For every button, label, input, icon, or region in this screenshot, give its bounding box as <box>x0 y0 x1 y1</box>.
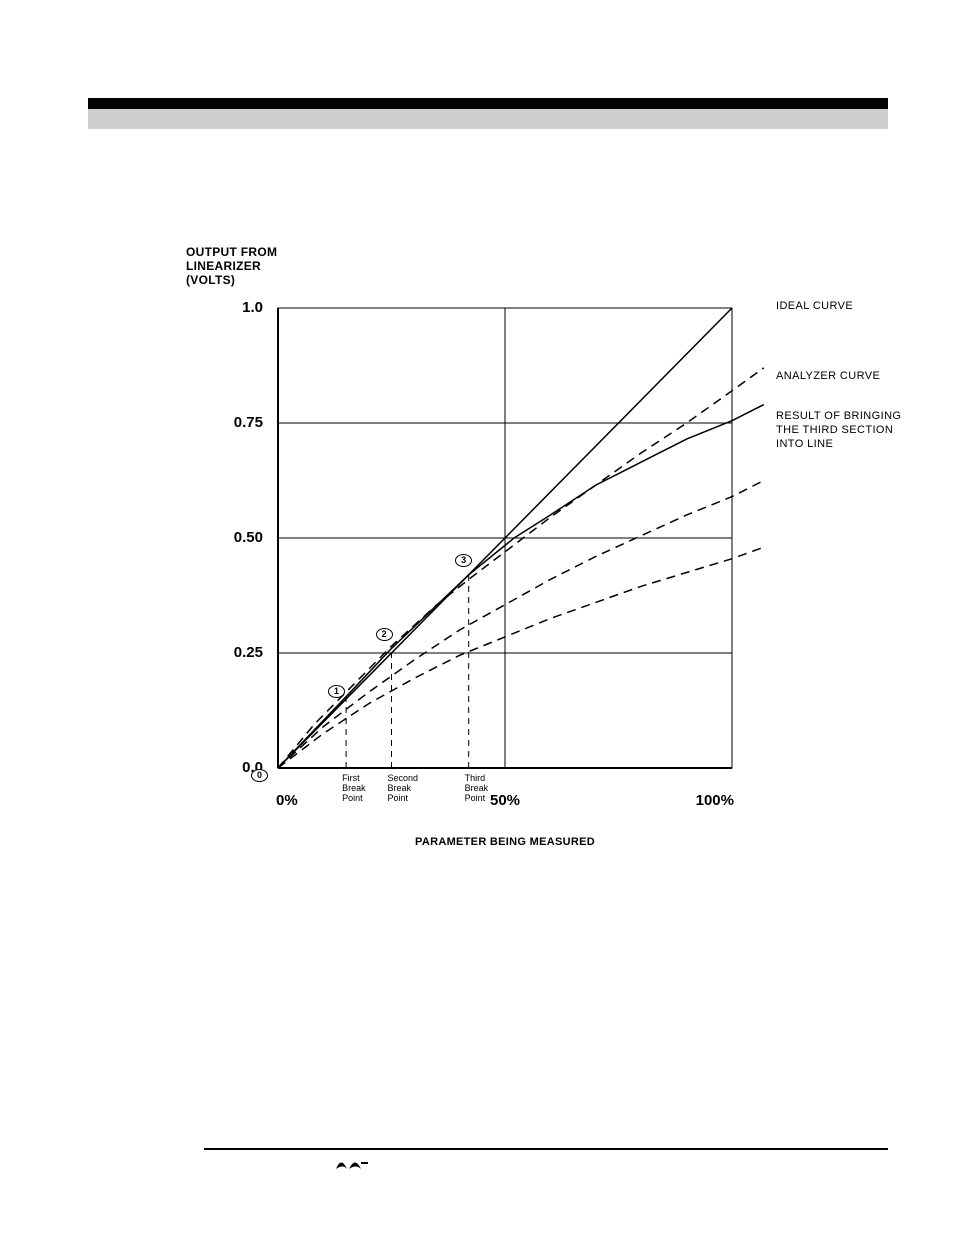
legend-result-line: INTO LINE <box>776 438 901 452</box>
y-axis-title-line: OUTPUT FROM <box>186 245 277 259</box>
header-black-bar <box>88 98 888 109</box>
x-tick-label: 0% <box>276 792 320 809</box>
legend-analyzer: ANALYZER CURVE <box>776 370 880 384</box>
x-axis-title: PARAMETER BEING MEASURED <box>380 836 630 848</box>
legend-result-line: THE THIRD SECTION <box>776 424 901 438</box>
break-point-label: ThirdBreakPoint <box>465 774 505 804</box>
legend-result: RESULT OF BRINGING THE THIRD SECTION INT… <box>776 410 901 451</box>
breakpoint-node-3: 3 <box>455 554 472 567</box>
legend-result-line: RESULT OF BRINGING <box>776 410 901 424</box>
y-tick-label: 0.25 <box>218 644 263 661</box>
document-page: OUTPUT FROM LINEARIZER (VOLTS) IDEAL CUR… <box>0 0 954 1235</box>
break-point-label: SecondBreakPoint <box>388 774 428 804</box>
breakpoint-node-0: 0 <box>251 769 268 782</box>
legend-ideal: IDEAL CURVE <box>776 300 853 314</box>
linearizer-chart <box>238 280 878 820</box>
y-tick-label: 0.75 <box>218 414 263 431</box>
y-axis-title-line: LINEARIZER <box>186 259 277 273</box>
break-point-label: FirstBreakPoint <box>342 774 382 804</box>
x-tick-label: 100% <box>690 792 734 809</box>
breakpoint-node-2: 2 <box>376 628 393 641</box>
header-gray-bar <box>88 109 888 129</box>
footer-logo-icon <box>335 1156 369 1170</box>
footer-rule <box>204 1148 888 1150</box>
y-tick-label: 0.50 <box>218 529 263 546</box>
y-tick-label: 1.0 <box>218 299 263 316</box>
